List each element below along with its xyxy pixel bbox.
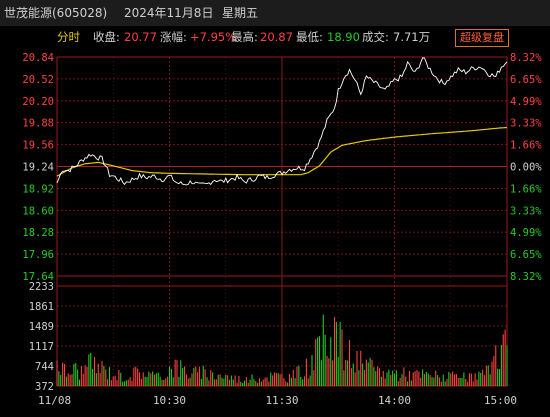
time-axis-label: 10:30 [153,394,186,407]
percent-axis-label: 1.66% [510,183,542,195]
info-bar: 分时 收盘: 20.77 涨幅: +7.95% 最高: 20.87 最低: 18… [0,27,550,47]
price-axis-label: 20.84 [22,52,54,64]
price-axis-labels: 20.84 20.52 20.20 19.88 19.56 19.24 18.92 18.60… [22,52,54,283]
volume-bars [56,314,508,386]
percent-axis-label: 4.99% [510,227,542,239]
price-axis-label: 17.96 [22,249,54,261]
percent-axis-label: 3.33% [510,205,542,217]
title-bar: 世茂能源 (605028) 2024年11月8日 星期五 [0,0,550,26]
low-label: 最低: [296,30,323,44]
volume-axis-label: 1861 [29,301,54,313]
chart-grid [56,56,508,387]
time-axis-label: 15:00 [484,394,517,407]
price-line [56,57,508,186]
time-axis-labels: 11/08 10:30 11:30 14:00 15:00 [38,394,517,407]
change-label: 涨幅: [160,30,187,44]
price-axis-label: 18.28 [22,227,54,239]
price-axis-label: 20.20 [22,96,54,108]
volume-axis-label: 1489 [29,321,54,333]
close-value: 20.77 [124,30,157,44]
close-label: 收盘: [93,30,120,44]
time-axis-label: 14:00 [378,394,411,407]
trade-date: 2024年11月8日 [124,6,214,20]
price-axis-label: 18.92 [22,183,54,195]
price-axis-label: 17.64 [22,271,54,283]
percent-axis-label: 0.00% [510,162,542,174]
stock-code: (605028) [52,6,108,20]
time-axis-label: 11/08 [38,394,71,407]
change-value: +7.95% [190,30,237,44]
price-axis-label: 18.60 [22,205,54,217]
volume-label: 成交: [362,30,389,44]
price-axis-label: 19.24 [22,162,54,174]
price-axis-label: 19.56 [22,140,54,152]
volume-axis-labels: 2233 1861 1489 1117 744 372 [29,281,54,393]
volume-axis-label: 372 [35,381,54,393]
volume-axis-label: 1117 [29,341,54,353]
low-value: 18.90 [327,30,360,44]
volume-axis-label: 744 [35,361,54,373]
stock-name: 世茂能源 [4,6,53,20]
volume-value: 7.71万 [393,30,431,44]
percent-axis-label: 4.99% [510,96,542,108]
percent-axis-labels: 8.32% 6.65% 4.99% 3.33% 1.66% 0.00% 1.66% 3.33%… [510,52,542,283]
mode-label[interactable]: 分时 [57,30,80,44]
percent-axis-label: 1.66% [510,140,542,152]
percent-axis-label: 3.33% [510,118,542,130]
price-axis-label: 20.52 [22,74,54,86]
intraday-chart: 20.84 20.52 20.20 19.88 19.56 19.24 18.92 18.60… [22,52,542,407]
weekday: 星期五 [222,6,259,20]
volume-axis-label: 2233 [29,281,54,293]
percent-axis-label: 6.65% [510,249,542,261]
high-value: 20.87 [260,30,293,44]
price-panel-border [56,56,508,277]
super-replay-button[interactable]: 超级复盘 [455,29,509,47]
percent-axis-label: 8.32% [510,52,542,64]
percent-axis-label: 6.65% [510,74,542,86]
percent-axis-label: 8.32% [510,271,542,283]
high-label: 最高: [231,30,258,44]
time-axis-label: 11:30 [265,394,298,407]
price-axis-label: 19.88 [22,118,54,130]
